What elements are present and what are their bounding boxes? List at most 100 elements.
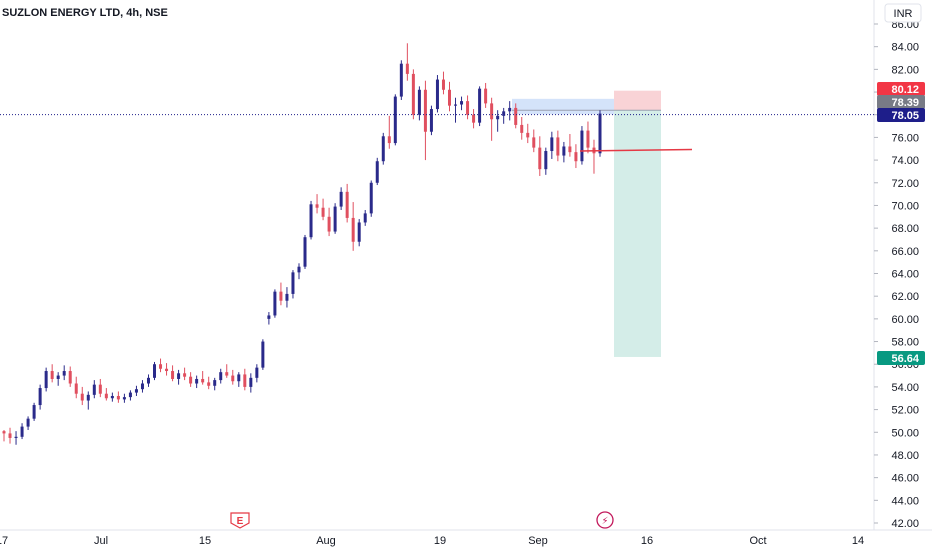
candle-body — [393, 96, 397, 144]
candle-body — [321, 207, 325, 217]
candle — [568, 134, 572, 157]
price-badge-label: 56.64 — [891, 353, 919, 365]
candle-body — [405, 63, 409, 74]
currency-label[interactable]: INR — [894, 8, 913, 20]
candle — [213, 377, 217, 391]
candle-body — [568, 146, 572, 153]
candle-body — [484, 88, 488, 104]
candle-body — [195, 378, 199, 384]
candle — [460, 96, 464, 111]
candle — [333, 203, 337, 234]
y-tick-label: 74.00 — [891, 155, 919, 167]
y-tick-label: 66.00 — [891, 246, 919, 258]
candle-body — [159, 364, 163, 369]
candle-body — [472, 114, 476, 123]
candle — [454, 97, 458, 123]
candle — [556, 130, 560, 162]
candle-body — [14, 436, 18, 438]
take-profit-zone[interactable] — [614, 110, 661, 357]
entry-zone[interactable] — [512, 98, 614, 115]
candle-body — [219, 372, 223, 381]
x-tick-label: 14 — [852, 535, 864, 547]
candle — [327, 207, 331, 237]
price-badge: 56.64 — [877, 351, 925, 365]
candle-body — [309, 204, 313, 238]
candle-body — [225, 372, 229, 376]
earnings-marker-icon[interactable]: E — [230, 512, 250, 529]
position-tool[interactable] — [512, 90, 661, 357]
stop-loss-zone[interactable] — [614, 90, 661, 111]
candle — [357, 219, 361, 247]
candle — [195, 375, 199, 389]
event-markers[interactable]: E ⚡ — [230, 511, 614, 529]
candle-body — [333, 206, 337, 232]
candle — [128, 390, 132, 401]
x-tick-label: 17 — [0, 535, 8, 547]
y-tick-label: 50.00 — [891, 427, 919, 439]
candle-body — [249, 377, 253, 387]
candle — [441, 71, 445, 95]
horizontal-ray[interactable] — [579, 148, 693, 152]
candle-body — [201, 378, 205, 383]
x-tick-label: Jul — [94, 535, 108, 547]
candle — [544, 147, 548, 175]
dividend-marker-shape — [596, 511, 614, 529]
y-tick-label: 84.00 — [891, 42, 919, 54]
candle — [586, 121, 590, 154]
candle — [86, 391, 90, 410]
candle — [435, 75, 439, 113]
candle-body — [122, 397, 126, 400]
candle — [74, 376, 78, 399]
candle-body — [104, 393, 108, 399]
candle-body — [478, 88, 482, 123]
candle — [393, 94, 397, 146]
candle — [447, 81, 451, 112]
candle-body — [146, 377, 150, 384]
currency-button-frame[interactable] — [884, 3, 922, 23]
candle-body — [165, 368, 169, 372]
x-tick-label: 16 — [641, 535, 653, 547]
candle-body — [411, 73, 415, 115]
candle — [405, 43, 409, 81]
candle — [237, 372, 241, 387]
candle-body — [556, 137, 560, 156]
candle-body — [231, 375, 235, 382]
candle-body — [345, 191, 349, 218]
x-tick-label: Sep — [528, 535, 548, 547]
candle — [104, 388, 108, 401]
candle — [110, 392, 114, 402]
candle-body — [279, 291, 283, 301]
candle-body — [327, 216, 331, 232]
price-badge-label: 78.05 — [891, 110, 919, 122]
y-tick-label: 82.00 — [891, 64, 919, 76]
candle — [490, 97, 494, 141]
candle-body — [56, 375, 60, 379]
candle — [309, 200, 313, 240]
candle-body — [189, 376, 193, 384]
y-tick-label: 54.00 — [891, 382, 919, 394]
candle — [472, 109, 476, 129]
candle — [375, 157, 379, 186]
candle-body — [20, 426, 24, 437]
currency-button[interactable]: INR — [884, 3, 922, 23]
candle-body — [544, 151, 548, 170]
y-tick-label: 42.00 — [891, 518, 919, 530]
candle-body — [285, 293, 289, 301]
candle — [98, 378, 102, 398]
candle — [279, 282, 283, 306]
candle-body — [267, 315, 271, 319]
candle-body — [460, 101, 464, 105]
candle — [2, 430, 6, 442]
candle-body — [32, 405, 36, 419]
candle — [339, 187, 343, 210]
candle-body — [526, 132, 530, 138]
candle-body — [399, 63, 403, 97]
candle — [478, 86, 482, 127]
candle-body — [177, 373, 181, 379]
candle — [116, 391, 120, 403]
candle — [255, 364, 259, 383]
dividend-marker-icon[interactable]: ⚡ — [596, 511, 614, 529]
candle — [20, 423, 24, 440]
candle-body — [514, 107, 518, 125]
